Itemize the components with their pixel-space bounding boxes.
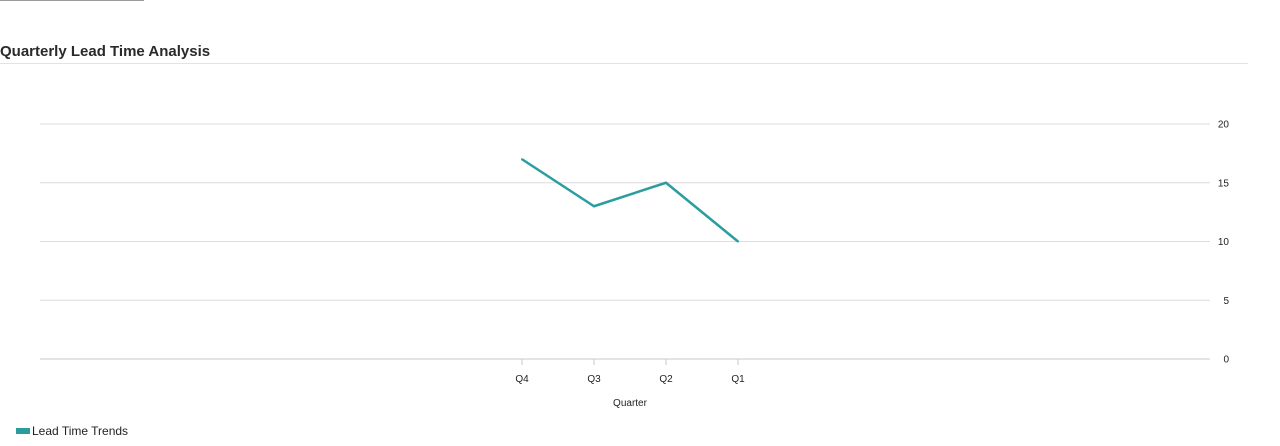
data-point[interactable] [737, 240, 739, 243]
y-axis-ticks: 0 5 10 15 20 [1218, 120, 1230, 366]
data-point[interactable] [593, 205, 595, 208]
series-line-lead-time-trends[interactable] [521, 158, 739, 243]
series-layer [521, 158, 739, 243]
legend-swatch [16, 428, 30, 434]
x-axis-title: Quarter [613, 398, 648, 409]
y-tick-label: 0 [1223, 355, 1229, 366]
y-tick-label: 10 [1218, 237, 1230, 248]
x-tick-label: Q1 [731, 374, 745, 385]
title-divider [0, 63, 1248, 64]
data-point[interactable] [665, 181, 667, 184]
x-axis-ticks: Q4 Q3 Q2 Q1 [515, 359, 745, 385]
legend[interactable]: Lead Time Trends [16, 424, 128, 438]
top-divider [0, 0, 144, 1]
gridlines [40, 123, 1210, 360]
y-tick-label: 15 [1218, 178, 1230, 189]
chart-title: Quarterly Lead Time Analysis [0, 43, 211, 60]
x-tick-label: Q2 [659, 374, 673, 385]
x-tick-label: Q3 [587, 374, 601, 385]
legend-label: Lead Time Trends [32, 424, 129, 438]
x-tick-label: Q4 [515, 374, 529, 385]
data-point[interactable] [521, 158, 523, 161]
y-tick-label: 5 [1223, 296, 1229, 307]
y-tick-label: 20 [1218, 120, 1230, 131]
